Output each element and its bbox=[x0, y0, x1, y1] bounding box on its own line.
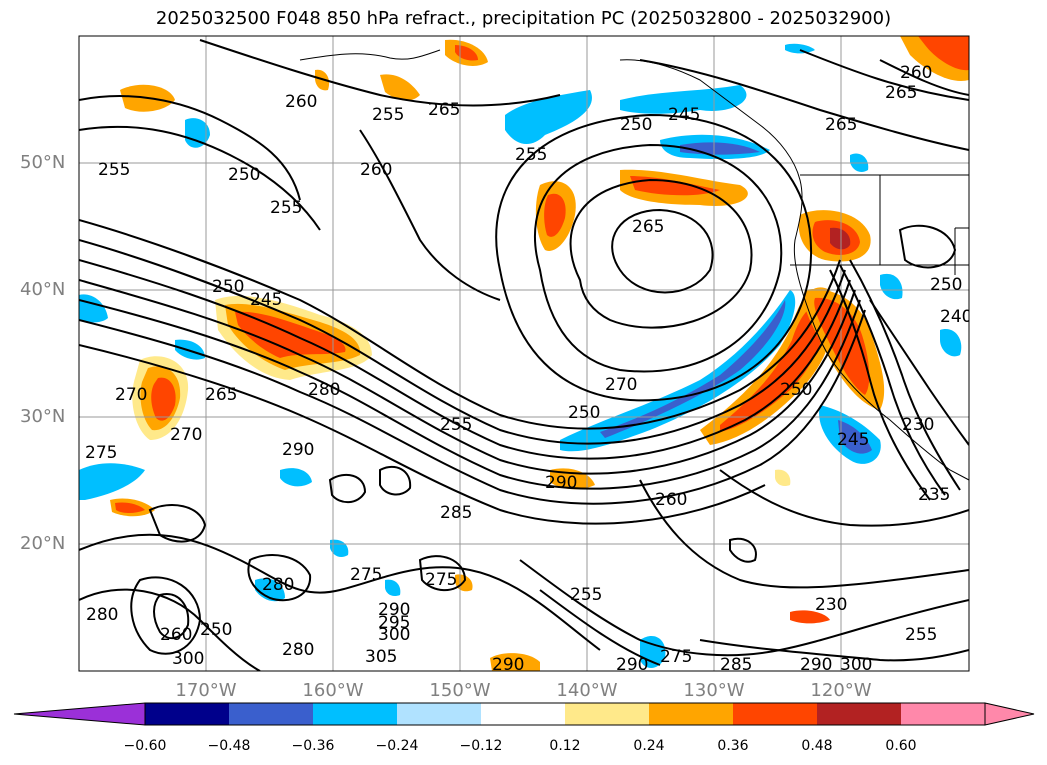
contour-label: 295 bbox=[378, 613, 410, 633]
contour-label: 250 bbox=[228, 165, 260, 185]
colorbar-extend-high bbox=[984, 702, 1035, 726]
colorbar-swatch bbox=[481, 703, 565, 725]
contour-label: 280 bbox=[308, 380, 340, 400]
contour-label: 275 bbox=[85, 443, 117, 463]
contour-label: 270 bbox=[605, 375, 637, 395]
contour-label: 290 bbox=[492, 655, 524, 675]
contour-label: 285 bbox=[720, 655, 752, 675]
colorbar-swatch bbox=[229, 703, 313, 725]
contour-label: 245 bbox=[837, 430, 869, 450]
lat-label-40n: 40°N bbox=[20, 279, 66, 300]
map-title: 2025032500 F048 850 hPa refract., precip… bbox=[155, 8, 892, 29]
colorbar-swatch bbox=[901, 703, 985, 725]
colorbar-tick-label: 0.48 bbox=[801, 738, 833, 754]
contour-label: 255 bbox=[98, 160, 130, 180]
lon-label-150w: 150°W bbox=[429, 680, 491, 701]
lat-label-20n: 20°N bbox=[20, 533, 66, 554]
lon-label-140w: 140°W bbox=[556, 680, 618, 701]
contour-label: 300 bbox=[840, 655, 872, 675]
contour-label: 230 bbox=[815, 595, 847, 615]
contour-label: 260 bbox=[900, 63, 932, 83]
contour-label: 255 bbox=[905, 625, 937, 645]
contour-label: 270 bbox=[115, 385, 147, 405]
colorbar-swatch bbox=[649, 703, 733, 725]
colorbar-swatch bbox=[313, 703, 397, 725]
contour-label: 290 bbox=[378, 600, 410, 620]
contour-label: 250 bbox=[568, 403, 600, 423]
contour-label: 260 bbox=[285, 92, 317, 112]
precipitation-shading bbox=[79, 36, 969, 671]
contour-label: 250 bbox=[200, 620, 232, 640]
contour-label: 265 bbox=[825, 115, 857, 135]
contour-label: 280 bbox=[282, 640, 314, 660]
lat-label-50n: 50°N bbox=[20, 152, 66, 173]
contour-label: 285 bbox=[440, 503, 472, 523]
plot-frame bbox=[78, 35, 970, 672]
contour-label: 300 bbox=[172, 649, 204, 669]
contour-label: 240 bbox=[940, 307, 972, 327]
contour-label: 270 bbox=[170, 425, 202, 445]
contour-label: 265 bbox=[632, 217, 664, 237]
contour-label: 255 bbox=[570, 585, 602, 605]
contour-label: 275 bbox=[425, 570, 457, 590]
colorbar bbox=[13, 702, 1035, 726]
contour-label: 250 bbox=[930, 275, 962, 295]
contour-label: 245 bbox=[250, 290, 282, 310]
colorbar-swatch bbox=[397, 703, 481, 725]
lon-label-160w: 160°W bbox=[302, 680, 364, 701]
colorbar-tick-label: −0.36 bbox=[291, 738, 335, 754]
contour-label: 300 bbox=[378, 625, 410, 645]
contour-label: 255 bbox=[270, 198, 302, 218]
contour-label: 245 bbox=[668, 105, 700, 125]
colorbar-tick-label: 0.24 bbox=[633, 738, 665, 754]
colorbar-tick-label: −0.24 bbox=[375, 738, 419, 754]
colorbar-tick-label: 0.60 bbox=[885, 738, 917, 754]
contour-label: 265 bbox=[885, 83, 917, 103]
contour-label: 250 bbox=[212, 277, 244, 297]
colorbar-tick-label: 0.36 bbox=[717, 738, 749, 754]
colorbar-tick-label: 0.12 bbox=[549, 738, 581, 754]
contour-label: 255 bbox=[515, 145, 547, 165]
contour-label: 290 bbox=[616, 655, 648, 675]
colorbar-extend-low bbox=[13, 702, 146, 726]
contour-label: 280 bbox=[86, 605, 118, 625]
colorbar-swatch bbox=[145, 703, 229, 725]
refractivity-contours bbox=[79, 39, 969, 671]
lon-label-120w: 120°W bbox=[810, 680, 872, 701]
contour-label: 290 bbox=[545, 473, 577, 493]
colorbar-swatch bbox=[565, 703, 649, 725]
colorbar-tick-label: −0.60 bbox=[123, 738, 167, 754]
contour-label: 255 bbox=[372, 105, 404, 125]
contour-label: 230 bbox=[902, 415, 934, 435]
contour-labels: 255 260 265 250 255 260 265 255 250 265 … bbox=[85, 63, 972, 675]
contour-label: 235 bbox=[918, 485, 950, 505]
contour-label: 255 bbox=[440, 415, 472, 435]
contour-label: 280 bbox=[262, 575, 294, 595]
colorbar-swatch bbox=[817, 703, 901, 725]
lon-label-130w: 130°W bbox=[683, 680, 745, 701]
contour-label: 305 bbox=[365, 647, 397, 667]
lon-label-170w: 170°W bbox=[175, 680, 237, 701]
contour-label: 260 bbox=[360, 160, 392, 180]
contour-label: 275 bbox=[350, 565, 382, 585]
lat-label-30n: 30°N bbox=[20, 406, 66, 427]
contour-label: 250 bbox=[780, 380, 812, 400]
colorbar-frame bbox=[144, 702, 986, 726]
colorbar-tick-label: −0.12 bbox=[459, 738, 503, 754]
contour-label: 265 bbox=[428, 100, 460, 120]
coastlines bbox=[299, 49, 969, 481]
contour-label: 290 bbox=[282, 440, 314, 460]
contour-label: 275 bbox=[660, 647, 692, 667]
contour-label: 260 bbox=[160, 625, 192, 645]
contour-label: 250 bbox=[620, 115, 652, 135]
contour-label: 260 bbox=[655, 490, 687, 510]
colorbar-swatch bbox=[733, 703, 817, 725]
graticule bbox=[79, 36, 969, 671]
contour-label: 290 bbox=[800, 655, 832, 675]
colorbar-tick-label: −0.48 bbox=[207, 738, 251, 754]
contour-label: 265 bbox=[205, 385, 237, 405]
